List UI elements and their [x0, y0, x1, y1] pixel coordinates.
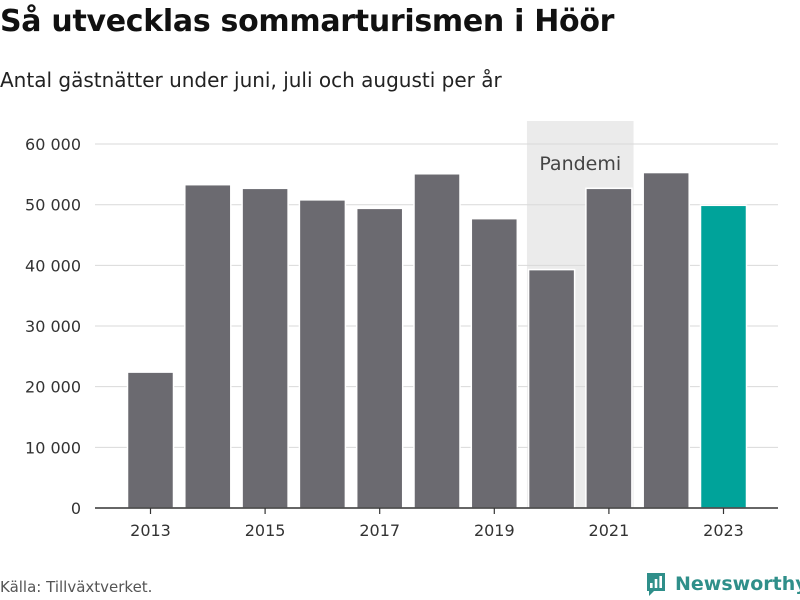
bar-2016[interactable]	[298, 199, 347, 509]
x-tick-label: 2021	[589, 521, 630, 540]
y-tick-label: 10 000	[25, 438, 81, 457]
bar-2021[interactable]	[585, 187, 633, 509]
bar-2022[interactable]	[642, 171, 690, 509]
x-tick-label: 2017	[359, 521, 400, 540]
bar-2013[interactable]	[126, 371, 175, 509]
bar-2018[interactable]	[413, 173, 461, 509]
y-tick-label: 40 000	[25, 256, 81, 275]
y-tick-label: 30 000	[25, 317, 81, 336]
x-tick-label: 2013	[130, 521, 171, 540]
brand-logo[interactable]: Newsworthy	[645, 570, 800, 598]
y-tick-label: 60 000	[25, 135, 81, 154]
x-tick-label: 2023	[703, 521, 744, 540]
source-note: Källa: Tillväxtverket.	[0, 578, 153, 596]
chart-subtitle: Antal gästnätter under juni, juli och au…	[0, 68, 502, 92]
bar-2020[interactable]	[527, 268, 576, 509]
y-tick-label: 20 000	[25, 378, 81, 397]
bar-2017[interactable]	[355, 207, 404, 509]
bar-chart: Pandemi 0 10 000 20 000 30 000 40 000 50 000 60…	[25, 121, 778, 540]
bar-2014[interactable]	[184, 183, 232, 509]
newsworthy-logo-icon	[647, 573, 665, 596]
brand-name: Newsworthy	[675, 573, 800, 595]
bar-2015[interactable]	[241, 187, 289, 509]
y-tick-label: 50 000	[25, 196, 81, 215]
y-tick-label: 0	[71, 499, 81, 518]
bar-2023[interactable]	[699, 204, 748, 509]
bar-2019[interactable]	[470, 217, 519, 509]
x-tick-label: 2019	[474, 521, 515, 540]
x-tick-label: 2015	[245, 521, 286, 540]
chart-title: Så utvecklas sommarturismen i Höör	[0, 4, 615, 39]
pandemic-annotation: Pandemi	[539, 153, 621, 175]
